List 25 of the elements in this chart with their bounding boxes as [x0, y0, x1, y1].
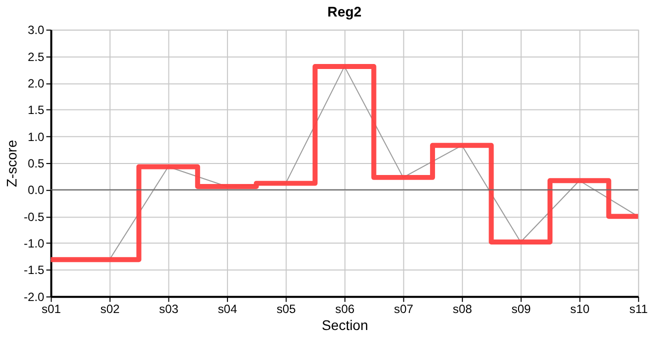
y-tick-label: -0.5 — [24, 210, 45, 224]
y-tick-label: -1.0 — [24, 236, 45, 251]
x-tick-label: s08 — [452, 302, 472, 316]
y-tick-label: 3.0 — [28, 23, 45, 38]
x-tick-label: s11 — [629, 302, 648, 316]
x-tick-label: s04 — [218, 302, 238, 316]
x-axis-title: Section — [322, 316, 368, 333]
y-tick-label: 1.0 — [28, 130, 45, 144]
x-tick-label: s03 — [159, 302, 179, 316]
x-tick-label: s01 — [42, 302, 62, 316]
y-tick-label: 2.0 — [28, 76, 45, 90]
x-tick-label: s06 — [335, 302, 355, 316]
x-tick-label: s02 — [100, 302, 120, 316]
x-tick-label: s07 — [394, 302, 414, 316]
chart-title: Reg2 — [327, 4, 362, 20]
x-tick-label: s05 — [276, 302, 296, 316]
y-tick-label: 2.5 — [28, 50, 45, 64]
y-tick-label: 0.5 — [28, 156, 45, 171]
y-tick-label: -2.0 — [24, 290, 45, 304]
y-tick-label: -1.5 — [24, 263, 45, 278]
x-tick-label: s09 — [512, 302, 532, 316]
x-tick-label: s10 — [570, 302, 590, 316]
y-tick-label: 1.5 — [28, 103, 45, 118]
y-tick-label: 0.0 — [28, 183, 45, 198]
y-axis-title: Z-score — [4, 140, 20, 188]
